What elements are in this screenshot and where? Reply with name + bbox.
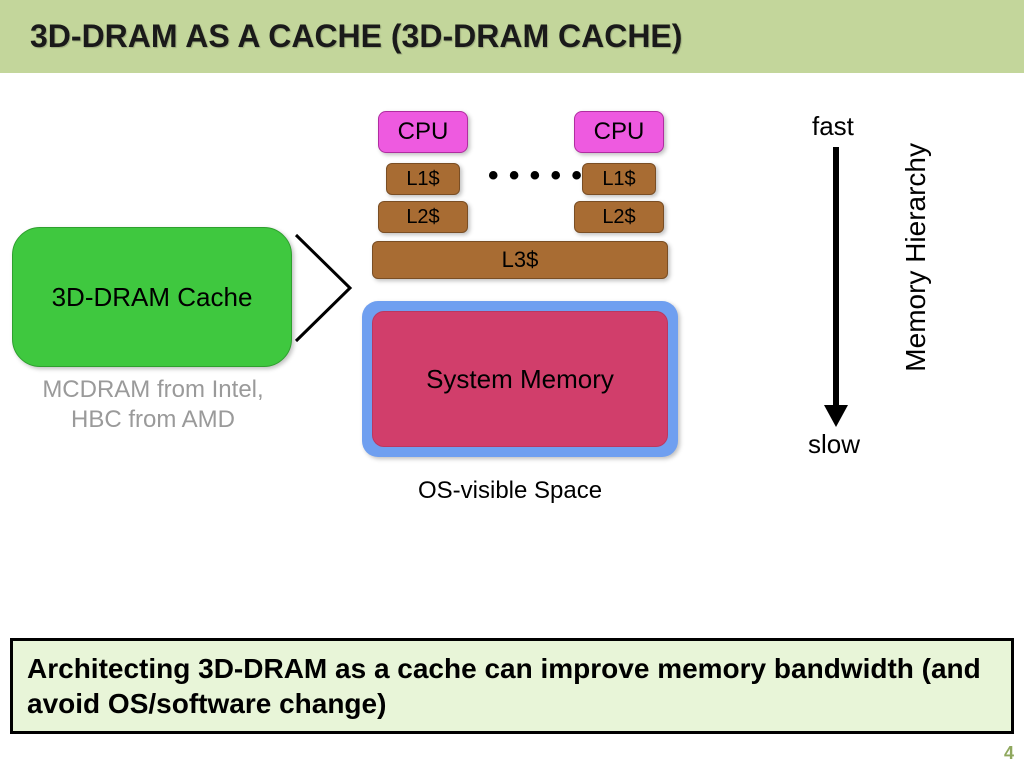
diagram-area: CPU L1$ L2$ CPU L1$ L2$ • • • • • L3$ Sy…	[0, 73, 1024, 593]
system-memory-container: System Memory	[362, 301, 678, 457]
cpu-box-right: CPU	[574, 111, 664, 153]
l2-box-right: L2$	[574, 201, 664, 233]
l1-label-left: L1$	[406, 168, 439, 191]
l1-box-right: L1$	[582, 163, 656, 195]
l3-label: L3$	[502, 247, 539, 273]
os-visible-label: OS-visible Space	[418, 477, 602, 505]
l3-box: L3$	[372, 241, 668, 279]
cpu-label-left: CPU	[398, 118, 449, 146]
cpu-box-left: CPU	[378, 111, 468, 153]
memory-hierarchy-label: Memory Hierarchy	[900, 143, 932, 372]
l2-label-right: L2$	[602, 206, 635, 229]
dram-cache-box: 3D-DRAM Cache	[12, 227, 292, 367]
title-bar: 3D-DRAM AS A CACHE (3D-DRAM CACHE)	[0, 0, 1024, 73]
fast-label: fast	[812, 111, 854, 142]
slow-label: slow	[808, 429, 860, 460]
dram-cache-label: 3D-DRAM Cache	[52, 282, 253, 313]
dram-subtext: MCDRAM from Intel, HBC from AMD	[18, 375, 288, 435]
callout-box: Architecting 3D-DRAM as a cache can impr…	[10, 638, 1014, 734]
dram-pointer-icon	[292, 223, 362, 353]
system-memory-label: System Memory	[426, 364, 614, 395]
callout-text: Architecting 3D-DRAM as a cache can impr…	[27, 653, 981, 719]
l1-box-left: L1$	[386, 163, 460, 195]
page-number: 4	[1004, 743, 1014, 764]
l2-box-left: L2$	[378, 201, 468, 233]
l1-label-right: L1$	[602, 168, 635, 191]
hierarchy-arrow-line	[833, 147, 839, 407]
ellipsis-dots: • • • • •	[488, 159, 583, 193]
slide-title: 3D-DRAM AS A CACHE (3D-DRAM CACHE)	[30, 18, 682, 55]
l2-label-left: L2$	[406, 206, 439, 229]
hierarchy-arrow-head	[824, 405, 848, 427]
system-memory-box: System Memory	[372, 311, 668, 447]
cpu-label-right: CPU	[594, 118, 645, 146]
